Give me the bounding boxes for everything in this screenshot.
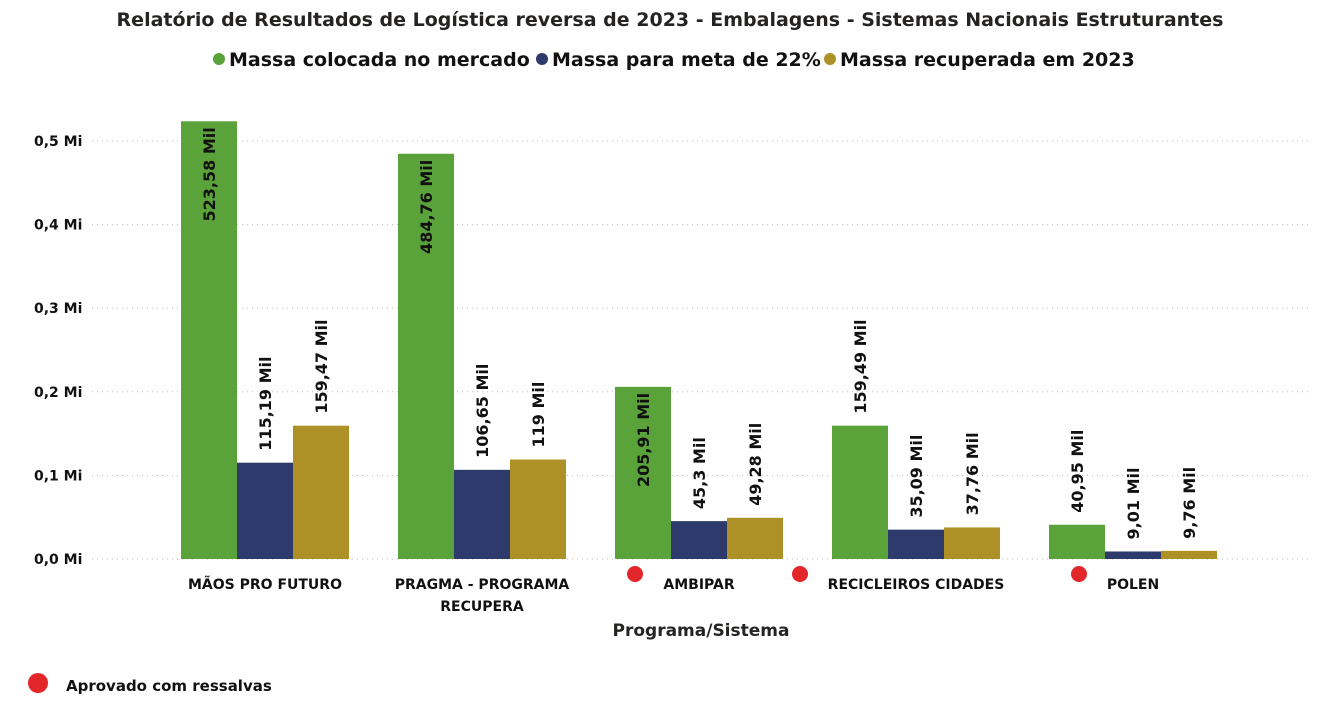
x-category-label: RECICLEIROS CIDADES bbox=[828, 577, 1005, 593]
x-axis: MÃOS PRO FUTURO PRAGMA - PROGRAMA RECUPERA… bbox=[188, 566, 1159, 615]
data-label: 37,76 Mil bbox=[963, 432, 982, 515]
annotation-legend: Aprovado com ressalvas bbox=[28, 673, 272, 695]
y-tick-label: 0,0 Mi bbox=[34, 552, 82, 568]
y-axis: 0,0 Mi 0,1 Mi 0,2 Mi 0,3 Mi 0,4 Mi 0,5 Mi bbox=[34, 134, 82, 568]
data-label: 45,3 Mil bbox=[690, 437, 709, 509]
data-label: 484,76 Mil bbox=[417, 160, 436, 254]
data-label: 119 Mil bbox=[529, 382, 548, 448]
data-label: 115,19 Mil bbox=[256, 356, 275, 450]
y-tick-label: 0,4 Mi bbox=[34, 218, 82, 234]
bar bbox=[237, 462, 293, 559]
data-label: 9,01 Mil bbox=[1124, 468, 1143, 540]
bar bbox=[398, 153, 454, 559]
y-tick-label: 0,3 Mi bbox=[34, 301, 82, 317]
x-category-label: RECUPERA bbox=[440, 599, 524, 615]
legend: Massa colocada no mercado Massa para meta… bbox=[213, 49, 1135, 71]
bar bbox=[671, 521, 727, 559]
legend-label-1: Massa colocada no mercado bbox=[229, 49, 530, 71]
data-label: 40,95 Mil bbox=[1068, 430, 1087, 513]
y-tick-label: 0,1 Mi bbox=[34, 468, 82, 484]
bar bbox=[454, 469, 510, 559]
approved-with-reservations-marker bbox=[1071, 566, 1087, 582]
bar bbox=[832, 425, 888, 559]
bar bbox=[1049, 524, 1105, 559]
bars bbox=[181, 121, 1217, 560]
annotation-label: Aprovado com ressalvas bbox=[66, 677, 272, 695]
bar bbox=[615, 386, 671, 559]
data-label: 159,47 Mil bbox=[312, 319, 331, 413]
data-label: 205,91 Mil bbox=[634, 393, 653, 487]
data-label: 49,28 Mil bbox=[746, 423, 765, 506]
x-category-label: POLEN bbox=[1107, 577, 1159, 593]
approved-with-reservations-marker bbox=[28, 673, 48, 693]
x-category-label: MÃOS PRO FUTURO bbox=[188, 576, 342, 593]
legend-marker-3 bbox=[824, 53, 836, 65]
bar bbox=[727, 517, 783, 559]
data-label: 106,65 Mil bbox=[473, 364, 492, 458]
bar bbox=[293, 425, 349, 559]
legend-marker-2 bbox=[536, 53, 548, 65]
bar bbox=[888, 529, 944, 559]
chart-title: Relatório de Resultados de Logística rev… bbox=[117, 9, 1224, 31]
legend-label-3: Massa recuperada em 2023 bbox=[840, 49, 1135, 71]
bar bbox=[1161, 550, 1217, 559]
data-labels: 523,58 Mil 115,19 Mil 159,47 Mil 484,76 Mil… bbox=[200, 127, 1199, 539]
data-label: 523,58 Mil bbox=[200, 127, 219, 221]
data-label: 9,76 Mil bbox=[1180, 467, 1199, 539]
bar bbox=[944, 527, 1000, 559]
legend-label-2: Massa para meta de 22% bbox=[552, 49, 821, 71]
y-tick-label: 0,5 Mi bbox=[34, 134, 82, 150]
legend-marker-1 bbox=[213, 53, 225, 65]
bar bbox=[181, 121, 237, 560]
y-tick-label: 0,2 Mi bbox=[34, 385, 82, 401]
approved-with-reservations-marker bbox=[627, 566, 643, 582]
data-label: 159,49 Mil bbox=[851, 319, 870, 413]
x-category-label: AMBIPAR bbox=[663, 577, 734, 593]
bar bbox=[510, 459, 566, 559]
bar bbox=[1105, 551, 1161, 559]
approved-with-reservations-marker bbox=[792, 566, 808, 582]
data-label: 35,09 Mil bbox=[907, 435, 926, 518]
x-category-label: PRAGMA - PROGRAMA bbox=[395, 577, 570, 593]
x-axis-title: Programa/Sistema bbox=[613, 621, 790, 641]
